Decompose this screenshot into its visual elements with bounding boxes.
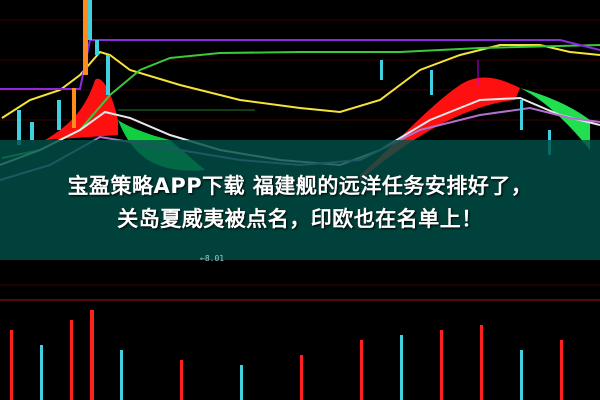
price-marker-label: ←8.01: [200, 254, 225, 263]
red-band: [45, 78, 118, 140]
headline-line-1: 宝盈策略APP下载 福建舰的远洋任务安排好了，: [67, 174, 533, 198]
ma-yellow: [1, 44, 600, 119]
headline-banner: [0, 140, 600, 260]
ma-purple: [0, 39, 600, 90]
headline-line-2: 关岛夏威夷被点名，印欧也在名单上！: [117, 207, 483, 231]
red-band-2: [360, 77, 520, 180]
volume-bars: [10, 310, 563, 400]
orange-candles: [72, 0, 88, 128]
